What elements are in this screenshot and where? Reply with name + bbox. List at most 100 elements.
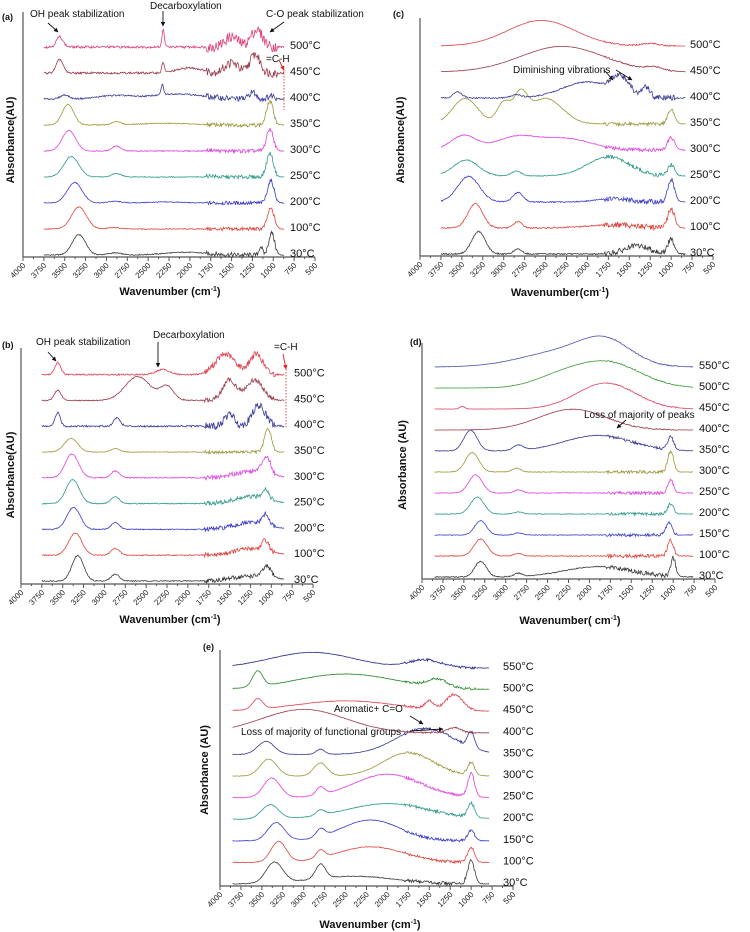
series-line-30c	[41, 554, 285, 585]
annotation-text: Diminishing vibrations	[513, 65, 610, 76]
x-tick-label: 2000	[573, 260, 592, 279]
x-axis-title-text: Wavenumber (cm	[119, 286, 211, 298]
annotation-text: Aromatic+ C=O	[334, 704, 403, 715]
panel-e: 4000 3750 3500 3250 3000 2750 2500 2250 2000 1750…	[199, 642, 534, 931]
x-tick-label: 3000	[92, 261, 111, 280]
x-tick-label: 3250	[470, 583, 489, 602]
series-line-100c	[43, 206, 285, 232]
x-tick-label: 1500	[217, 261, 236, 280]
series-line-300c	[232, 750, 490, 777]
x-tick-label: 3500	[48, 588, 67, 607]
series-line-500c	[232, 670, 490, 691]
series-label: 500°C	[690, 39, 721, 51]
annotation-text: OH peak stabilization	[36, 337, 131, 348]
x-axis-title-superscript: -1	[611, 615, 617, 622]
series-line-400c	[232, 708, 490, 735]
series-label: 400°C	[690, 91, 721, 103]
series-line-450c	[440, 45, 686, 73]
x-tick-label: 750	[283, 261, 299, 277]
y-axis-title: Absorbance(AU)	[5, 96, 17, 183]
x-tick-label: 2000	[173, 588, 192, 607]
x-tick-label: 3250	[268, 890, 287, 909]
series-line-200c	[41, 506, 285, 532]
x-tick-label: 2250	[552, 260, 571, 279]
series-label: 300°C	[503, 769, 534, 781]
annotation-text: Loss of majority of peaks	[584, 410, 695, 421]
series-label: 550°C	[503, 661, 534, 673]
panel-letter: (a)	[2, 12, 13, 22]
x-tick-label: 3250	[69, 588, 88, 607]
series-line-300c	[43, 127, 285, 154]
series-label: 350°C	[699, 444, 730, 456]
x-tick-label: 3000	[489, 260, 508, 279]
series-label: 450°C	[690, 65, 721, 77]
x-tick-label: 500	[502, 890, 518, 906]
x-tick-label: 2500	[531, 260, 550, 279]
series-line-200c	[232, 800, 490, 820]
series-line-350c	[41, 427, 285, 455]
x-axis-title-text: Wavenumber (cm	[319, 919, 411, 931]
x-tick-label: 500	[302, 588, 318, 604]
x-tick-label: 2250	[352, 890, 371, 909]
x-axis-title-text: Wavenumber( cm	[519, 615, 611, 627]
panel-letter: (b)	[2, 340, 14, 350]
series-label: 350°C	[690, 117, 721, 129]
series-label: 250°C	[690, 169, 721, 181]
x-tick-label: 3750	[29, 261, 48, 280]
x-tick-label: 1500	[215, 588, 234, 607]
annotation-arrow	[278, 59, 285, 71]
x-axis-title-superscript: -1	[411, 919, 417, 926]
x-tick-label: 2250	[152, 588, 171, 607]
annotation-arrow	[47, 22, 59, 33]
annotation-text: =C-H	[266, 54, 290, 65]
x-tick-label: 2250	[154, 261, 173, 280]
x-tick-label: 1750	[594, 260, 613, 279]
x-tick-label: 4000	[205, 890, 224, 909]
x-tick-label: 750	[281, 588, 297, 604]
x-tick-label: 1000	[457, 890, 476, 909]
series-label: 450°C	[294, 393, 325, 405]
x-axis-title-suffix: )	[605, 287, 609, 299]
x-axis-title: Wavenumber (cm-1)	[319, 919, 421, 931]
x-tick-label: 750	[681, 260, 697, 276]
series-line-100c	[434, 538, 694, 560]
series-label: 30°C	[503, 877, 528, 889]
x-tick-label: 1500	[415, 890, 434, 909]
series-line-400c	[434, 408, 694, 431]
x-tick-label: 3750	[27, 588, 46, 607]
x-tick-label: 2500	[331, 890, 350, 909]
series-line-550c	[232, 651, 490, 670]
x-tick-label: 1250	[638, 583, 657, 602]
series-line-250c	[440, 154, 686, 178]
x-tick-label: 1250	[238, 261, 257, 280]
x-tick-label: 3250	[468, 260, 487, 279]
series-label: 500°C	[699, 381, 730, 393]
series-line-500c	[41, 350, 285, 378]
x-tick-label: 2750	[310, 890, 329, 909]
x-tick-label: 2500	[533, 583, 552, 602]
series-label: 200°C	[699, 507, 730, 519]
annotation-arrow	[616, 419, 627, 429]
x-tick-label: 500	[704, 583, 720, 599]
series-label: 300°C	[699, 465, 730, 477]
series-line-200c	[434, 496, 694, 517]
x-tick-label: 2750	[111, 588, 130, 607]
x-axis-title-suffix: )	[217, 286, 221, 298]
annotation-text: Decarboxylation	[153, 330, 225, 341]
series-line-250c	[41, 478, 285, 506]
x-axis-title-superscript: -1	[211, 614, 217, 621]
series-label: 100°C	[294, 548, 325, 560]
x-tick-label: 1500	[615, 260, 634, 279]
series-line-300c	[41, 453, 285, 481]
annotation-arrow	[269, 21, 285, 33]
series-label: 250°C	[294, 497, 325, 509]
series-label: 250°C	[503, 791, 534, 803]
series-label: 200°C	[290, 196, 321, 208]
series-label: 500°C	[294, 368, 325, 380]
x-tick-label: 2500	[132, 588, 151, 607]
x-tick-label: 4000	[407, 583, 426, 602]
series-line-250c	[434, 474, 694, 496]
x-axis-title: Wavenumber(cm-1)	[511, 287, 609, 299]
y-axis-title: Absorbance(AU)	[5, 431, 17, 518]
x-axis-title: Wavenumber( cm-1)	[519, 615, 621, 627]
